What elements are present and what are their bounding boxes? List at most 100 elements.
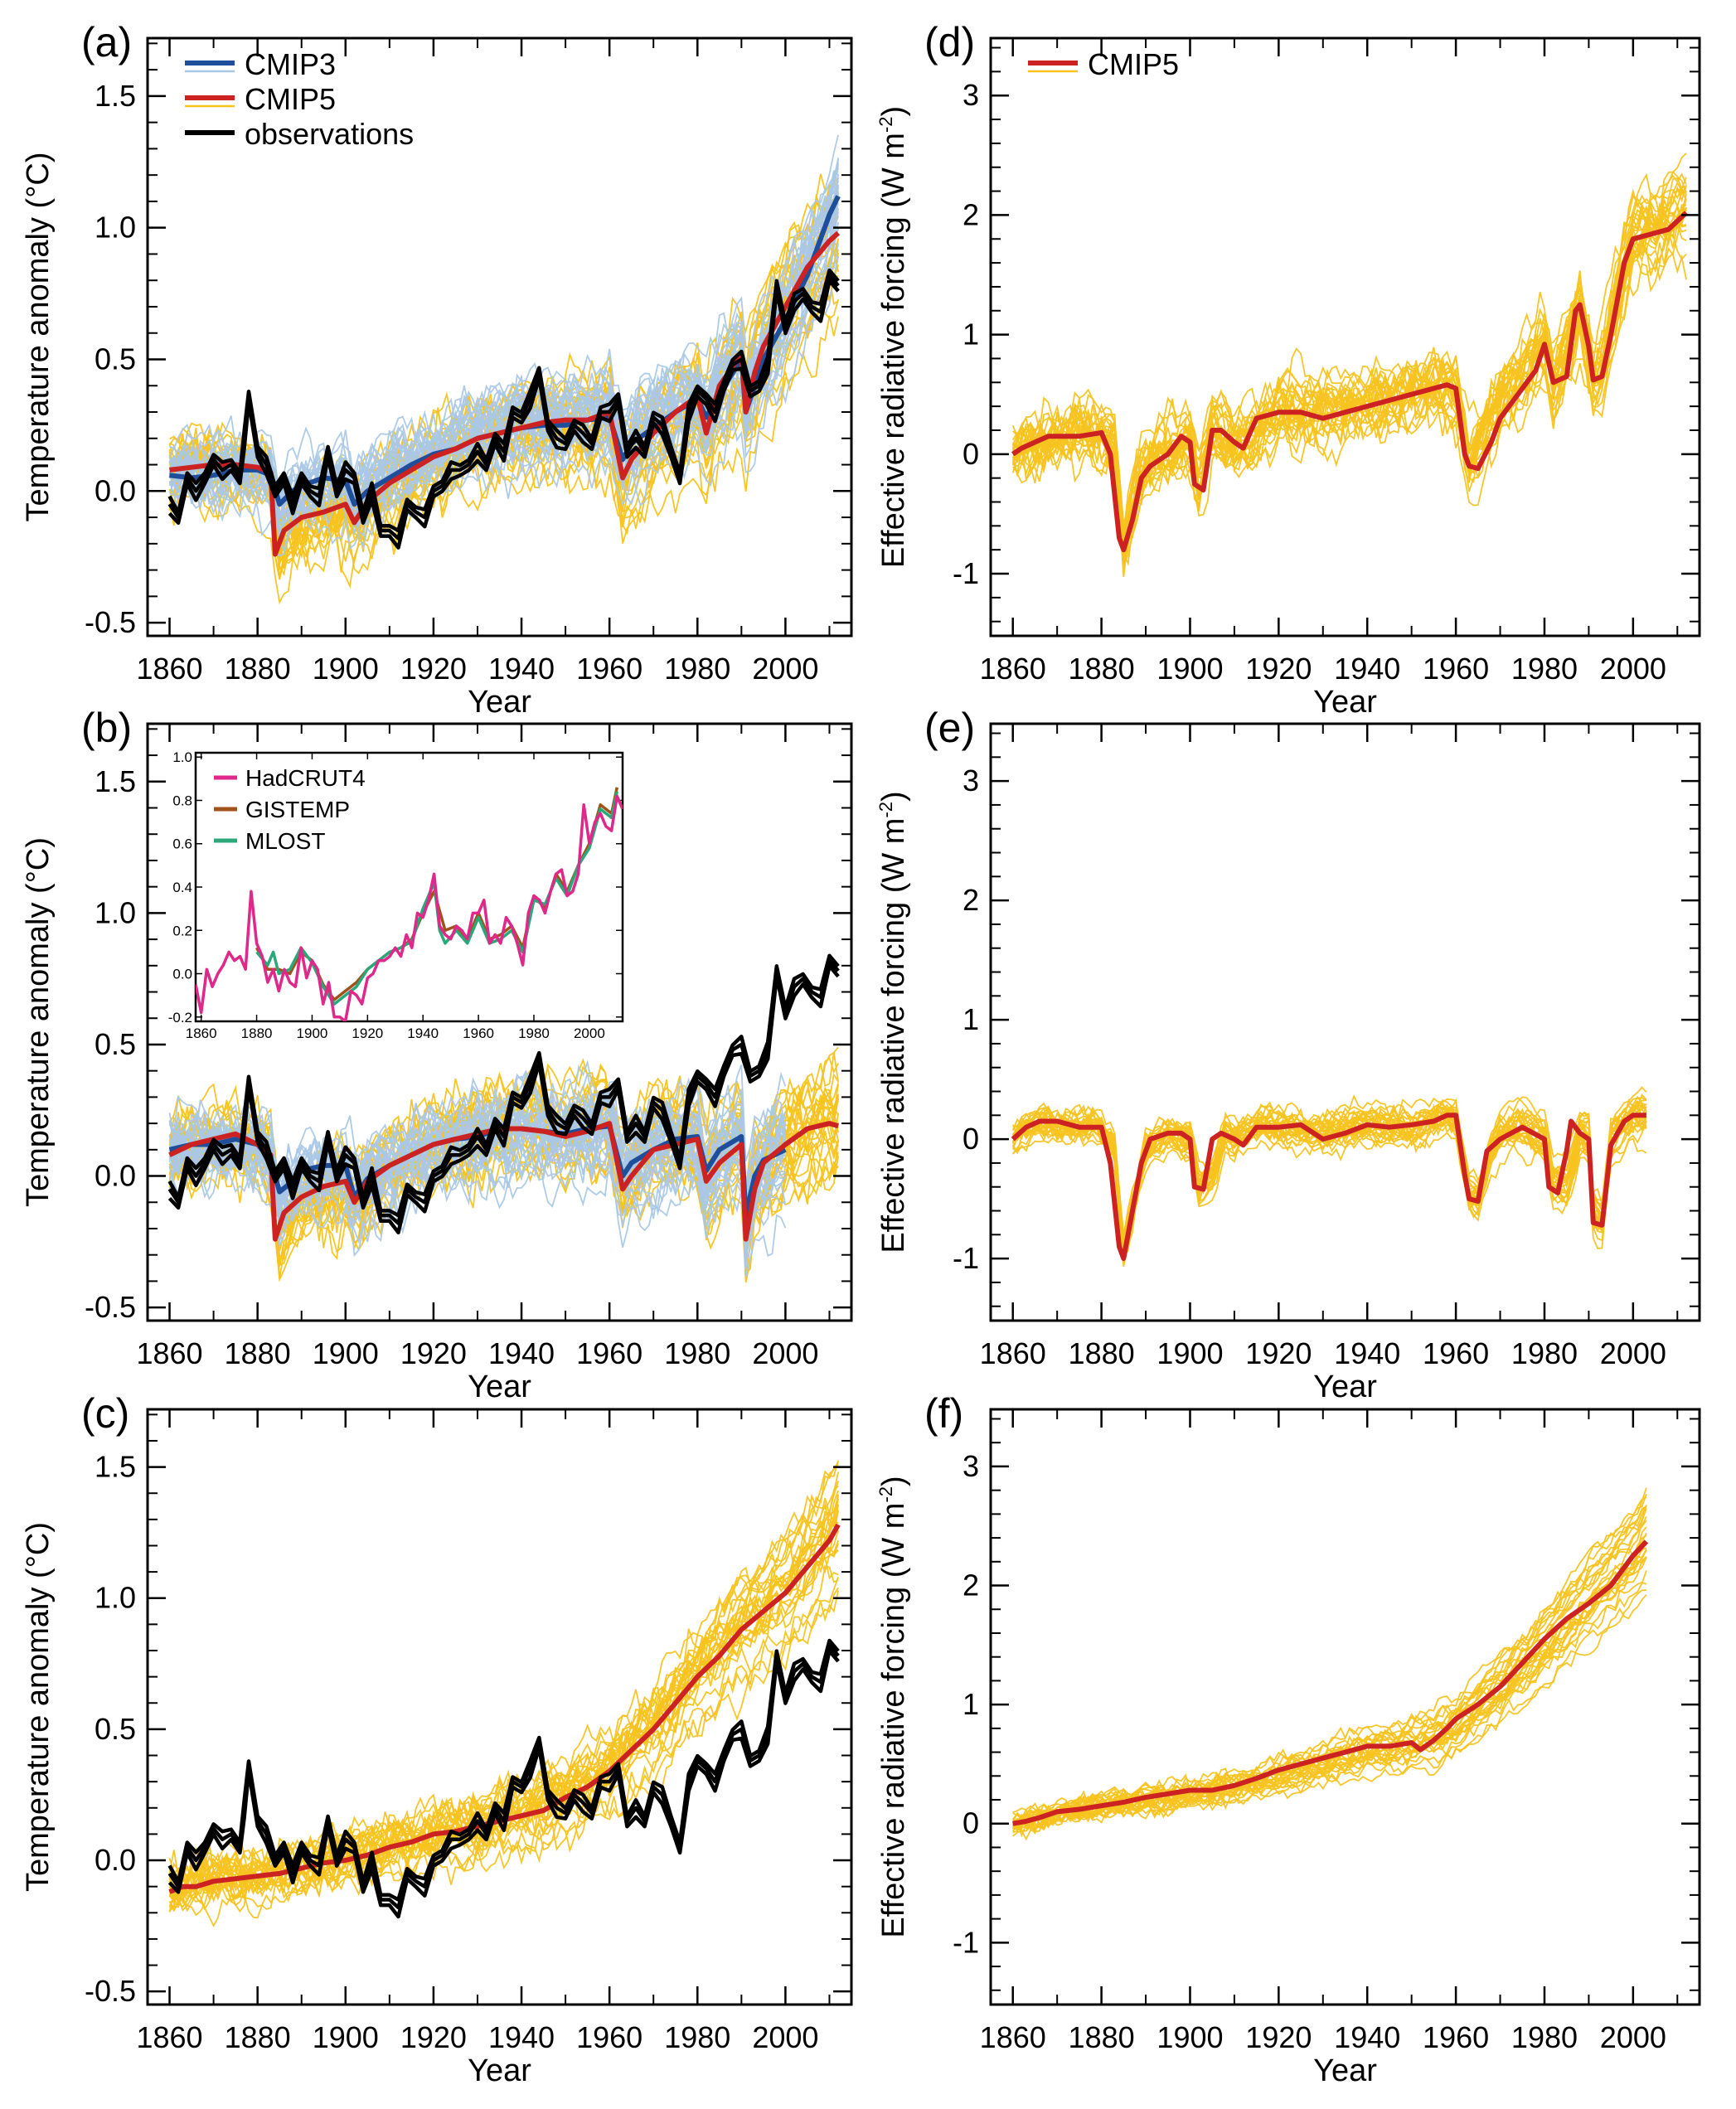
multi-model-mean-line	[1012, 1539, 1649, 1826]
model-member-line	[1012, 246, 1687, 577]
panel-c: 1860 1880 1900 1920 1940 1960 1980 2000 -0.5 0.0 0…	[21, 1390, 853, 2088]
x-tick-label: 1920	[400, 652, 467, 686]
y-tick-label: -0.5	[85, 1290, 136, 1324]
y-tick-label: 0.0	[95, 1843, 136, 1877]
model-member-line	[1011, 1556, 1647, 1831]
x-tick-label: 1880	[1069, 2020, 1135, 2054]
y-axis-title: Temperature anomaly (°C)	[21, 837, 56, 1207]
x-tick-label: 2000	[1600, 652, 1666, 686]
y-tick-label: 0.4	[172, 880, 192, 895]
x-tick-label: 1940	[1334, 2020, 1400, 2054]
model-member-line	[1011, 1557, 1647, 1823]
y-tick-label: 3	[963, 764, 979, 798]
y-tick-label: 1	[963, 1002, 979, 1036]
y-axis-title-text: Effective radiative forcing (W m	[876, 818, 911, 1253]
y-tick-label: 0.5	[95, 1027, 136, 1061]
x-tick-label: 2000	[752, 2020, 818, 2054]
x-tick-label: 1860	[980, 2020, 1046, 2054]
x-tick-label: 1940	[1334, 652, 1400, 686]
model-member-line	[168, 180, 839, 507]
model-member-line	[1011, 153, 1687, 538]
y-axis-title: Effective radiative forcing (W m-2)	[875, 1476, 911, 1937]
plot-area	[1011, 1086, 1647, 1267]
x-tick-label: 1860	[136, 1336, 202, 1370]
x-tick-label: 1940	[407, 1025, 439, 1041]
y-tick-label: -0.5	[85, 1974, 136, 2008]
x-tick-label: 1880	[225, 1336, 291, 1370]
x-tick-label: 1900	[1157, 2020, 1223, 2054]
y-axis-title-text: Effective radiative forcing (W m	[876, 1503, 911, 1938]
inset-legend-label: MLOST	[245, 828, 325, 854]
x-tick-label: 1920	[400, 1336, 467, 1370]
observation-line	[167, 279, 840, 550]
plot-frame	[146, 36, 853, 638]
y-axis-title: Effective radiative forcing (W m-2)	[875, 106, 911, 568]
inset-legend-label: HadCRUT4	[245, 765, 366, 791]
plot-frame	[989, 722, 1701, 1322]
x-tick-label: 1980	[664, 652, 730, 686]
y-tick-label: 0.6	[172, 836, 192, 852]
model-member-line	[1012, 1520, 1647, 1833]
panel-label: (d)	[924, 19, 975, 65]
y-tick-label: 0.0	[172, 967, 192, 982]
inset-plot-area	[196, 787, 623, 1021]
model-member-line	[1012, 1526, 1647, 1838]
y-tick-label: 2	[963, 883, 979, 917]
panel-a: 1860 1880 1900 1920 1940 1960 1980 2000 -0.5 0.0 0…	[21, 19, 853, 720]
model-member-line	[169, 256, 839, 557]
plot-area	[167, 953, 840, 1283]
legend-label: CMIP3	[245, 47, 336, 81]
x-tick-label: 1940	[488, 1336, 555, 1370]
y-tick-label: -0.5	[85, 605, 136, 639]
legend-label: CMIP5	[1088, 47, 1179, 81]
x-tick-label: 1900	[313, 1336, 379, 1370]
y-axis-title: Effective radiative forcing (W m-2)	[875, 791, 911, 1253]
panel-e: 1860 1880 1900 1920 1940 1960 1980 2000 -1 0 1 2 3 Ye…	[875, 705, 1701, 1404]
plot-frame	[989, 1408, 1701, 2006]
observation-line	[167, 953, 840, 1218]
y-tick-label: 1.0	[95, 211, 136, 245]
inset-frame	[194, 751, 624, 1023]
x-tick-label: 1960	[463, 1025, 494, 1041]
plot-area	[1011, 1487, 1649, 1841]
model-member-line	[1012, 198, 1687, 569]
panel-d: 1860 1880 1900 1920 1940 1960 1980 2000 -1 0 1 2 3 Ye…	[875, 19, 1701, 720]
y-tick-label: 1	[963, 318, 979, 352]
x-tick-label: 1980	[664, 1336, 730, 1370]
panel-label: (c)	[81, 1390, 129, 1437]
x-tick-label: 1900	[1157, 652, 1223, 686]
y-tick-label: -1	[953, 556, 979, 590]
x-tick-label: 1960	[1423, 652, 1489, 686]
x-axis-title: Year	[1313, 1370, 1377, 1404]
x-tick-label: 2000	[1600, 1336, 1666, 1370]
x-tick-label: 1880	[241, 1025, 273, 1041]
plot-frame	[146, 722, 853, 1322]
x-tick-label: 1860	[980, 1336, 1046, 1370]
y-axis-title-text: Effective radiative forcing (W m	[876, 133, 911, 568]
x-tick-label: 1920	[1245, 2020, 1312, 2054]
y-tick-label: 1.5	[95, 764, 136, 798]
panel-b: 1860 1880 1900 1920 1940 1960 1980 2000 -0.5 0.0 0…	[21, 705, 853, 1404]
plot-frame	[989, 36, 1701, 638]
x-tick-label: 2000	[752, 652, 818, 686]
y-tick-label: 1.5	[95, 1450, 136, 1484]
x-tick-label: 1920	[1245, 1336, 1312, 1370]
x-tick-label: 1920	[1245, 652, 1312, 686]
panel-label: (b)	[81, 705, 132, 751]
model-member-line	[168, 1462, 839, 1897]
y-tick-label: 1.5	[95, 79, 136, 113]
y-axis-title-close: )	[876, 791, 911, 802]
x-tick-label: 2000	[1600, 2020, 1666, 2054]
x-tick-label: 1860	[136, 2020, 202, 2054]
y-axis-title-superscript: -2	[875, 1486, 896, 1503]
y-axis-title-close: )	[876, 1476, 911, 1486]
x-tick-label: 1920	[400, 2020, 467, 2054]
x-tick-label: 1880	[1069, 652, 1135, 686]
model-member-line	[1012, 1505, 1647, 1832]
x-tick-label: 2000	[752, 1336, 818, 1370]
y-tick-label: 0.5	[95, 1712, 136, 1746]
y-tick-label: 0.0	[95, 1159, 136, 1193]
legend-label: observations	[245, 117, 414, 151]
x-tick-label: 1960	[576, 652, 643, 686]
x-tick-label: 1940	[1334, 1336, 1400, 1370]
